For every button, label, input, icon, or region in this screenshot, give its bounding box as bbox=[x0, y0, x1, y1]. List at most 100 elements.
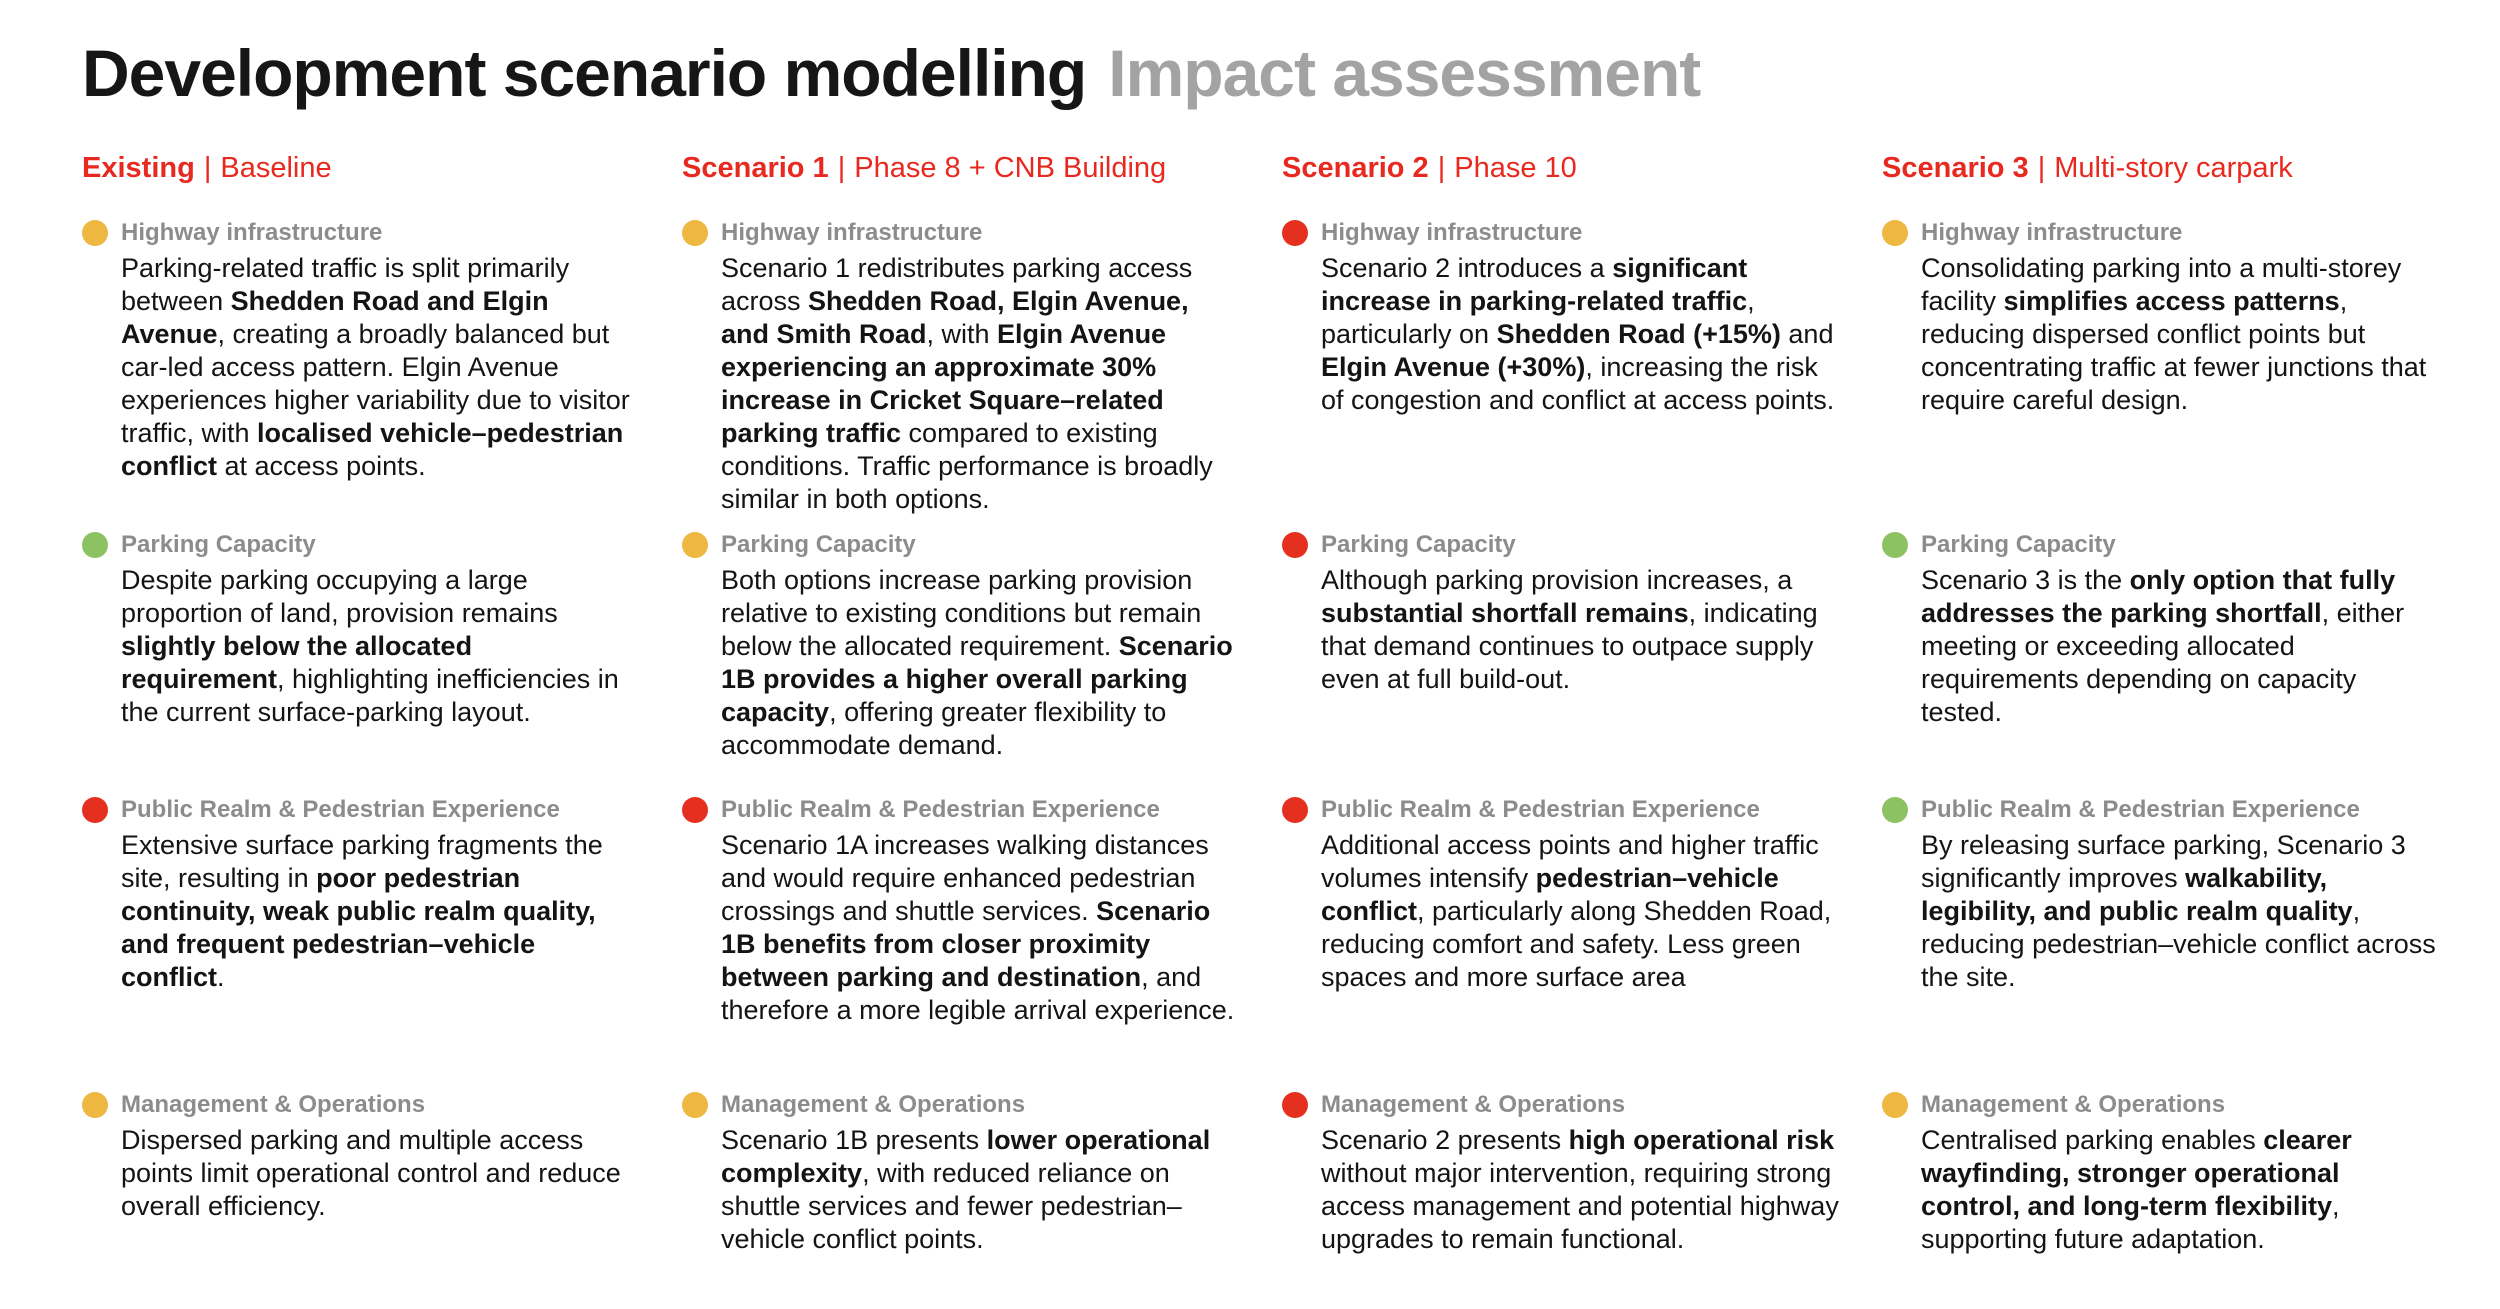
cell-text-run: Both options increase parking provision … bbox=[721, 565, 1202, 662]
cell-text-run: , either meeting or exceeding allocated … bbox=[1921, 598, 2405, 728]
cell-text-run: , with reduced reliance on shuttle servi… bbox=[721, 1158, 1182, 1255]
cell-text: Scenario 1A increases walking distances … bbox=[721, 829, 1240, 1027]
scenario-column-3: Scenario 2 | Phase 10 Highway infrastructu… bbox=[1282, 151, 1882, 1256]
page-title: Development scenario modelling Impact ass… bbox=[82, 36, 2500, 110]
category-label: Highway infrastructure bbox=[1921, 219, 2183, 247]
cell-header: Parking Capacity bbox=[682, 531, 1240, 559]
cell-header: Public Realm & Pedestrian Experience bbox=[1882, 796, 2440, 824]
column-header: Existing | Baseline bbox=[82, 151, 640, 219]
column-separator: | bbox=[837, 152, 846, 185]
cell-text-bold-run: Shedden Road and Elgin Avenue bbox=[121, 286, 549, 350]
cell-text-run: compared to existing conditions. Traffic… bbox=[721, 418, 1213, 515]
category-label: Public Realm & Pedestrian Experience bbox=[1321, 796, 1760, 824]
cell-header: Management & Operations bbox=[1282, 1091, 1840, 1119]
cell-text-run: Scenario 1A increases walking distances … bbox=[721, 830, 1209, 927]
assessment-cell: Highway infrastructure Parking-related t… bbox=[82, 219, 640, 531]
red-status-dot bbox=[1282, 220, 1308, 247]
cell-header: Parking Capacity bbox=[1282, 531, 1840, 559]
cell-text-run: By releasing surface parking, Scenario 3… bbox=[1921, 830, 2406, 894]
assessment-cell: Management & Operations Dispersed parkin… bbox=[82, 1091, 640, 1223]
page-title-secondary: Impact assessment bbox=[1108, 36, 1701, 110]
cell-text-bold-run: only option that fully addresses the par… bbox=[1921, 565, 2396, 629]
cell-header: Highway infrastructure bbox=[82, 219, 640, 247]
scenario-column-2: Scenario 1 | Phase 8 + CNB Building Highwa… bbox=[682, 151, 1282, 1256]
cell-text-run: , creating a broadly balanced but car-le… bbox=[121, 319, 630, 449]
column-name: Existing bbox=[82, 152, 195, 185]
cell-text: Both options increase parking provision … bbox=[721, 564, 1240, 762]
cell-text: Extensive surface parking fragments the … bbox=[121, 829, 640, 994]
column-header: Scenario 2 | Phase 10 bbox=[1282, 151, 1840, 219]
amber-status-dot bbox=[82, 1092, 108, 1119]
green-status-dot bbox=[1882, 797, 1908, 824]
cell-text-bold-run: Scenario 1B provides a higher overall pa… bbox=[721, 631, 1233, 728]
assessment-cell: Highway infrastructure Scenario 2 introd… bbox=[1282, 219, 1840, 531]
cell-text: Additional access points and higher traf… bbox=[1321, 829, 1840, 994]
cell-text-bold-run: simplifies access patterns bbox=[2003, 286, 2340, 317]
cell-header: Highway infrastructure bbox=[1282, 219, 1840, 247]
column-subtitle: Phase 10 bbox=[1454, 152, 1577, 185]
assessment-cell: Public Realm & Pedestrian Experience Add… bbox=[1282, 796, 1840, 1091]
column-subtitle: Baseline bbox=[220, 152, 332, 185]
cell-header: Public Realm & Pedestrian Experience bbox=[82, 796, 640, 824]
amber-status-dot bbox=[682, 220, 708, 247]
category-label: Public Realm & Pedestrian Experience bbox=[1921, 796, 2360, 824]
cell-text: By releasing surface parking, Scenario 3… bbox=[1921, 829, 2440, 994]
cell-header: Management & Operations bbox=[682, 1091, 1240, 1119]
red-status-dot bbox=[1282, 532, 1308, 559]
cell-text-bold-run: Shedden Road, Elgin Avenue, and Smith Ro… bbox=[721, 286, 1189, 350]
cell-text-run: Scenario 3 is the bbox=[1921, 565, 2130, 596]
green-status-dot bbox=[82, 532, 108, 559]
cell-text-run: , with bbox=[926, 319, 998, 350]
cell-text-run: , particularly along Shedden Road, reduc… bbox=[1321, 896, 1832, 993]
cell-text-run: at access points. bbox=[217, 451, 426, 482]
cell-header: Management & Operations bbox=[82, 1091, 640, 1119]
cell-text-bold-run: high operational risk bbox=[1568, 1125, 1835, 1156]
scenario-column-4: Scenario 3 | Multi-story carpark Highway i… bbox=[1882, 151, 2482, 1256]
category-label: Public Realm & Pedestrian Experience bbox=[121, 796, 560, 824]
cell-text-run: Centralised parking enables bbox=[1921, 1125, 2264, 1156]
cell-text-run: Scenario 2 presents bbox=[1321, 1125, 1569, 1156]
column-separator: | bbox=[203, 152, 212, 185]
cell-text: Despite parking occupying a large propor… bbox=[121, 564, 640, 729]
cell-text-bold-run: substantial shortfall remains bbox=[1321, 598, 1689, 629]
category-label: Management & Operations bbox=[121, 1091, 426, 1119]
assessment-cell: Parking Capacity Although parking provis… bbox=[1282, 531, 1840, 796]
category-label: Management & Operations bbox=[1321, 1091, 1626, 1119]
green-status-dot bbox=[1882, 532, 1908, 559]
cell-text-run: without major intervention, requiring st… bbox=[1321, 1158, 1839, 1255]
cell-header: Management & Operations bbox=[1882, 1091, 2440, 1119]
red-status-dot bbox=[1282, 1092, 1308, 1119]
assessment-cell: Management & Operations Scenario 1B pres… bbox=[682, 1091, 1240, 1256]
cell-text: Scenario 2 presents high operational ris… bbox=[1321, 1124, 1840, 1256]
amber-status-dot bbox=[682, 1092, 708, 1119]
cell-text-bold-run: lower operational complexity bbox=[721, 1125, 1211, 1189]
column-subtitle: Phase 8 + CNB Building bbox=[854, 152, 1167, 185]
category-label: Parking Capacity bbox=[721, 531, 916, 559]
category-label: Parking Capacity bbox=[121, 531, 316, 559]
column-separator: | bbox=[1437, 152, 1446, 185]
category-label: Parking Capacity bbox=[1921, 531, 2116, 559]
cell-text-run: Scenario 1 redistributes parking access … bbox=[721, 253, 1193, 317]
column-header: Scenario 1 | Phase 8 + CNB Building bbox=[682, 151, 1240, 219]
column-header: Scenario 3 | Multi-story carpark bbox=[1882, 151, 2440, 219]
assessment-cell: Parking Capacity Scenario 3 is the only … bbox=[1882, 531, 2440, 796]
cell-header: Public Realm & Pedestrian Experience bbox=[682, 796, 1240, 824]
scenario-column-1: Existing | Baseline Highway infrastructure… bbox=[82, 151, 682, 1256]
amber-status-dot bbox=[682, 532, 708, 559]
cell-header: Highway infrastructure bbox=[682, 219, 1240, 247]
column-subtitle: Multi-story carpark bbox=[2054, 152, 2293, 185]
amber-status-dot bbox=[82, 220, 108, 247]
cell-text-run: Dispersed parking and multiple access po… bbox=[121, 1125, 621, 1222]
assessment-cell: Public Realm & Pedestrian Experience By … bbox=[1882, 796, 2440, 1091]
cell-text-bold-run: localised vehicle–pedestrian conflict bbox=[121, 418, 624, 482]
cell-text-run: Although parking provision increases, a bbox=[1321, 565, 1793, 596]
column-name: Scenario 3 bbox=[1882, 152, 2029, 185]
amber-status-dot bbox=[1882, 220, 1908, 247]
cell-text-run: and bbox=[1780, 319, 1834, 350]
cell-text-bold-run: significant increase in parking-related … bbox=[1321, 253, 1748, 317]
cell-text-run: , supporting future adaptation. bbox=[1921, 1191, 2340, 1255]
column-separator: | bbox=[2037, 152, 2046, 185]
cell-text: Scenario 2 introduces a significant incr… bbox=[1321, 252, 1840, 417]
cell-text: Although parking provision increases, a … bbox=[1321, 564, 1840, 696]
cell-text-run: Despite parking occupying a large propor… bbox=[121, 565, 558, 629]
